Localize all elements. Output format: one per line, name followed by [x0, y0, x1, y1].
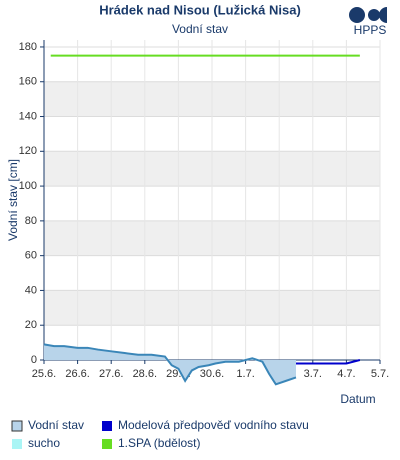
area: [44, 344, 296, 385]
x-tick-label: 26.6.: [65, 368, 89, 380]
y-tick-label: 20: [25, 319, 37, 331]
y-tick-label: 180: [19, 41, 37, 53]
plot: 0 20 40 60 80 100 120 140 160 180 25.6. 26.6. 27.6. 2…: [19, 40, 389, 386]
y-axis-label: Vodní stav [cm]: [6, 159, 20, 241]
y-tick-label: 160: [19, 76, 37, 88]
x-tick-label: 1.7.: [236, 368, 254, 380]
y-tick-label: 140: [19, 110, 37, 122]
x-tick-label: 25.6.: [32, 368, 56, 380]
line: [43, 343, 297, 386]
x-tick-label: 30.6.: [200, 368, 224, 380]
chart-subtitle: Vodní stav: [172, 22, 228, 36]
x-axis-label: Datum: [340, 392, 375, 406]
y-tick-label: 80: [25, 215, 37, 227]
x-tick-label: 28.6.: [133, 368, 157, 380]
legend: Vodní stav Modelová předpověď vodního sta…: [11, 418, 309, 450]
y-tick-label: 120: [19, 145, 37, 157]
y-tick-label: 100: [19, 180, 37, 192]
y-tick-label: 0: [31, 354, 37, 366]
logo: HPPS: [349, 7, 387, 37]
legend-swatch: [102, 439, 112, 449]
logo-text: HPPS: [354, 23, 387, 37]
legend-label: Vodní stav: [28, 418, 84, 432]
x-tick-label: 27.6.: [99, 368, 123, 380]
legend-swatch: [102, 421, 112, 431]
legend-label: sucho: [28, 436, 60, 450]
x-tick-label: 3.7.: [304, 368, 322, 380]
legend-swatch: [12, 439, 22, 449]
legend-label: Modelová předpověď vodního stavu: [118, 418, 309, 432]
chart-title: Hrádek nad Nisou (Lužická Nisa): [99, 2, 301, 17]
y-tick-label: 40: [25, 284, 37, 296]
legend-label: 1.SPA (bdělost): [118, 436, 201, 450]
line: [296, 359, 361, 365]
x-tick-label: 5.7.: [371, 368, 389, 380]
y-tick-label: 60: [25, 250, 37, 262]
x-tick-label: 4.7.: [337, 368, 355, 380]
legend-swatch: [11, 420, 23, 432]
